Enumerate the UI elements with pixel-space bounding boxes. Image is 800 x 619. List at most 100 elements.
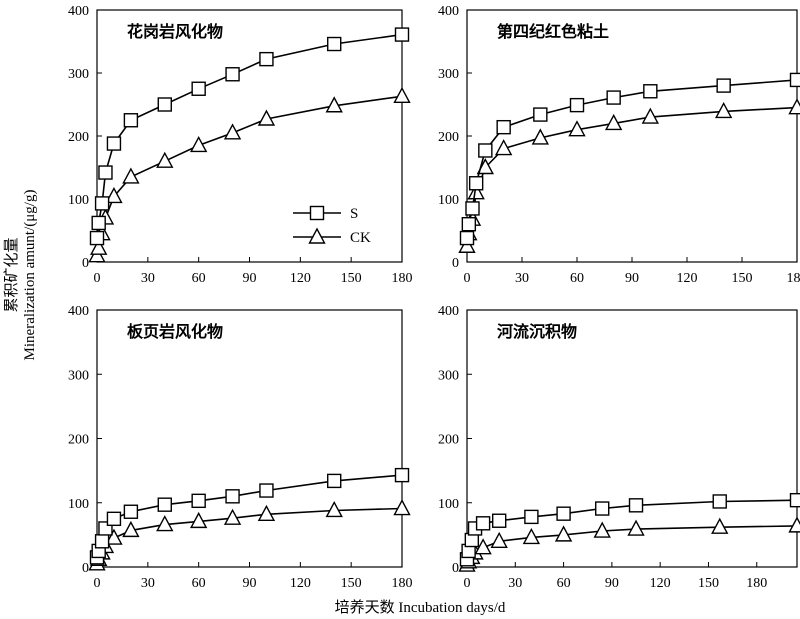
panel-title: 板页岩风化物: [127, 322, 223, 341]
data-point-ck: [156, 515, 174, 532]
data-point-s: [259, 483, 274, 498]
data-point-ck: [257, 504, 276, 522]
data-point-ck: [568, 120, 586, 137]
y-axis-title-cn: 累积矿化量: [3, 237, 20, 312]
data-point-s: [491, 513, 507, 528]
data-point-s: [475, 516, 491, 531]
data-point-s: [465, 201, 480, 216]
data-point-ck: [604, 113, 623, 131]
data-point-ck: [474, 538, 492, 555]
y-tick-label: 0: [452, 561, 459, 576]
y-tick-label: 100: [438, 193, 459, 208]
data-point-ck: [325, 500, 343, 518]
x-tick-label: 90: [243, 271, 257, 286]
x-tick-label: 90: [625, 271, 639, 286]
legend-marker-s: [309, 205, 325, 221]
y-tick-label: 200: [438, 433, 459, 448]
y-tick-label: 200: [68, 433, 89, 448]
data-point-ck: [531, 128, 550, 145]
data-point-s: [643, 84, 658, 99]
x-tick-label: 90: [605, 576, 619, 591]
x-tick-label: 30: [141, 576, 155, 591]
data-point-s: [123, 504, 139, 519]
data-point-ck: [641, 107, 660, 124]
data-point-ck: [393, 499, 411, 516]
data-point-ck: [223, 508, 242, 525]
data-point-ck: [105, 528, 123, 545]
y-tick-label: 300: [68, 67, 89, 82]
data-point-s: [225, 489, 240, 504]
x-tick-label: 60: [192, 271, 206, 286]
y-tick-label: 300: [438, 67, 459, 82]
x-tick-label: 30: [515, 271, 529, 286]
y-axis-title-en: Mineralization amunt/(μg/g): [22, 190, 38, 361]
chart-panel-2: 0 100 200 300 400 0 30 60 90 120 150 180 第四纪红色粘土: [438, 4, 800, 286]
legend-label-ck: CK: [350, 230, 371, 246]
x-tick-label: 120: [290, 271, 311, 286]
data-point-s: [106, 136, 122, 151]
x-tick-label: 180: [392, 271, 413, 286]
data-point-ck: [156, 151, 174, 168]
x-tick-label: 180: [392, 576, 413, 591]
panel-title: 第四纪红色粘土: [497, 22, 609, 41]
data-point-s: [225, 67, 240, 82]
x-axis-title: 培养天数 Incubation days/d: [335, 599, 506, 616]
data-point-s: [595, 501, 610, 516]
x-tick-label: 60: [557, 576, 571, 591]
chart-panel-3: 0 100 200 300 400 0 30 60 90 120 150 180 板页岩风化物: [68, 304, 413, 591]
data-point-s: [789, 72, 800, 88]
y-tick-label: 400: [68, 4, 89, 19]
panel-title: 河流沉积物: [497, 322, 577, 341]
data-point-s: [496, 119, 511, 135]
y-tick-label: 400: [68, 304, 89, 319]
series-s: [89, 467, 410, 565]
data-point-ck: [105, 186, 123, 204]
data-point-s: [327, 36, 342, 52]
data-point-ck: [494, 139, 513, 156]
y-tick-label: 0: [82, 561, 89, 576]
data-point-s: [106, 511, 122, 527]
data-point-s: [259, 51, 274, 67]
panel-title: 花岗岩风化物: [127, 22, 223, 41]
data-point-ck: [788, 516, 800, 533]
data-point-s: [94, 534, 110, 549]
data-point-ck: [189, 511, 208, 529]
data-point-ck: [788, 98, 800, 115]
y-tick-label: 100: [68, 497, 89, 512]
plot-frame: [96, 9, 403, 263]
x-tick-label: 0: [94, 271, 101, 286]
x-tick-label: 120: [290, 576, 311, 591]
y-tick-label: 400: [438, 4, 459, 19]
data-point-ck: [257, 109, 276, 126]
data-point-ck: [122, 520, 140, 538]
data-point-s: [394, 467, 410, 483]
data-point-s: [789, 492, 800, 508]
data-point-s: [628, 498, 644, 513]
series-line-s: [466, 79, 798, 239]
x-tick-label: 150: [732, 271, 753, 286]
data-point-ck: [189, 135, 208, 153]
data-point-s: [91, 215, 106, 231]
data-point-ck: [522, 527, 541, 545]
data-point-s: [461, 216, 477, 232]
data-point-ck: [554, 525, 573, 542]
data-point-s: [716, 78, 731, 93]
data-point-s: [191, 493, 206, 509]
chart-panel-1: 0 100 200 300 400 0 30 60 90 120 150 180 花岗岩风化物 S CK: [68, 4, 413, 286]
data-point-s: [524, 509, 539, 525]
data-point-s: [569, 97, 585, 113]
x-tick-label: 120: [650, 576, 671, 591]
x-tick-label: 0: [464, 271, 471, 286]
data-point-ck: [490, 531, 508, 548]
y-tick-label: 0: [82, 256, 89, 271]
data-point-s: [394, 27, 410, 42]
data-point-s: [478, 143, 493, 158]
x-tick-label: 60: [192, 576, 206, 591]
x-tick-label: 30: [508, 576, 522, 591]
y-tick-label: 400: [438, 304, 459, 319]
series-line-ck: [466, 106, 798, 247]
x-tick-label: 120: [677, 271, 698, 286]
series-s: [459, 492, 800, 567]
data-point-ck: [714, 101, 733, 119]
